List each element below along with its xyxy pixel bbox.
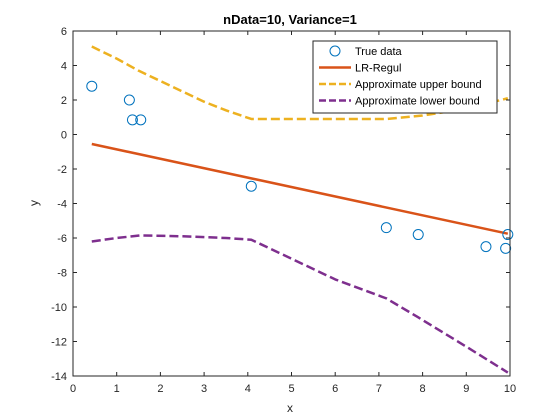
y-tick-label: -2 bbox=[57, 164, 67, 176]
series-line-1 bbox=[91, 142, 509, 235]
x-tick-label: 2 bbox=[157, 383, 163, 395]
y-tick-label: -14 bbox=[51, 371, 67, 383]
y-tick-label: 4 bbox=[61, 61, 67, 73]
y-tick-label: -8 bbox=[57, 268, 67, 280]
data-point bbox=[123, 94, 135, 106]
x-tick-label: 4 bbox=[245, 383, 251, 395]
y-tick-label: 2 bbox=[61, 95, 67, 107]
y-tick-label: 0 bbox=[61, 130, 67, 142]
x-tick-label: 0 bbox=[70, 383, 76, 395]
x-tick-label: 7 bbox=[376, 383, 382, 395]
x-tick-label: 6 bbox=[332, 383, 338, 395]
series-line-2 bbox=[91, 45, 509, 121]
data-point bbox=[86, 80, 98, 92]
legend-label: Approximate upper bound bbox=[355, 79, 482, 91]
chart-title: nData=10, Variance=1 bbox=[223, 12, 357, 27]
x-tick-label: 3 bbox=[201, 383, 207, 395]
data-point bbox=[245, 180, 257, 192]
data-point bbox=[135, 114, 147, 126]
legend-label: Approximate lower bound bbox=[355, 96, 480, 108]
data-point bbox=[480, 241, 492, 253]
data-point bbox=[126, 114, 138, 126]
y-tick-label: 6 bbox=[61, 26, 67, 38]
y-tick-label: -10 bbox=[51, 302, 67, 314]
y-tick-label: -6 bbox=[57, 233, 67, 245]
legend-label: True data bbox=[355, 46, 403, 58]
data-point bbox=[412, 229, 424, 241]
series-line-3 bbox=[91, 234, 509, 374]
y-tick-label: -4 bbox=[57, 199, 67, 211]
x-axis-label: x bbox=[287, 401, 293, 415]
x-tick-label: 5 bbox=[288, 383, 294, 395]
legend: True data LR-Regul Approximate upper bound… bbox=[312, 40, 498, 114]
y-tick-label: -12 bbox=[51, 337, 67, 349]
legend-label: LR-Regul bbox=[355, 63, 401, 75]
x-tick-label: 1 bbox=[114, 383, 120, 395]
data-point bbox=[380, 222, 392, 234]
x-tick-label: 10 bbox=[504, 383, 516, 395]
data-point bbox=[502, 229, 514, 241]
x-tick-label: 9 bbox=[463, 383, 469, 395]
data-point bbox=[500, 242, 512, 254]
y-axis-label: y bbox=[27, 200, 41, 206]
x-tick-label: 8 bbox=[420, 383, 426, 395]
legend-marker bbox=[329, 45, 341, 57]
